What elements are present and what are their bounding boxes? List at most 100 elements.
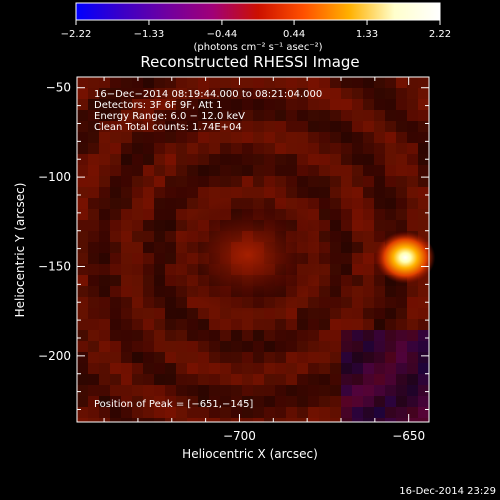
image-pixel — [374, 198, 385, 209]
image-pixel — [308, 88, 319, 99]
image-pixel — [275, 176, 286, 187]
image-pixel — [88, 418, 99, 422]
image-pixel — [253, 385, 264, 396]
image-pixel — [385, 220, 396, 231]
image-pixel — [341, 286, 352, 297]
image-pixel — [110, 341, 121, 352]
image-pixel — [363, 231, 374, 242]
image-pixel — [121, 110, 132, 121]
image-pixel — [143, 132, 154, 143]
image-pixel — [319, 176, 330, 187]
image-pixel — [363, 363, 374, 374]
image-pixel — [297, 363, 308, 374]
image-pixel — [110, 374, 121, 385]
image-pixel — [154, 165, 165, 176]
image-pixel — [352, 418, 363, 422]
image-pixel — [77, 374, 88, 385]
image-pixel — [198, 110, 209, 121]
image-pixel — [132, 165, 143, 176]
image-pixel — [154, 396, 165, 407]
image-pixel — [363, 209, 374, 220]
image-pixel — [319, 330, 330, 341]
image-pixel — [407, 297, 418, 308]
image-pixel — [132, 110, 143, 121]
image-pixel — [198, 99, 209, 110]
image-pixel — [143, 143, 154, 154]
image-pixel — [242, 187, 253, 198]
colorbar-tick-label: 2.22 — [429, 29, 451, 40]
image-pixel — [286, 374, 297, 385]
image-pixel — [407, 341, 418, 352]
image-pixel — [165, 407, 176, 418]
image-pixel — [374, 385, 385, 396]
image-pixel — [88, 363, 99, 374]
image-pixel — [121, 286, 132, 297]
image-pixel — [330, 121, 341, 132]
image-pixel — [198, 77, 209, 88]
image-pixel — [319, 220, 330, 231]
image-pixel — [363, 253, 374, 264]
image-pixel — [286, 319, 297, 330]
image-pixel — [374, 165, 385, 176]
image-pixel — [110, 132, 121, 143]
image-pixel — [407, 77, 418, 88]
image-pixel — [330, 385, 341, 396]
image-pixel — [176, 143, 187, 154]
image-pixel — [110, 418, 121, 422]
info-energy-range: Energy Range: 6.0 − 12.0 keV — [94, 111, 245, 122]
image-pixel — [121, 363, 132, 374]
colorbar-strip — [75, 2, 441, 21]
image-plot — [76, 76, 436, 423]
image-pixel — [407, 88, 418, 99]
colorbar-tick-label: 0.44 — [283, 29, 305, 40]
image-pixel — [374, 297, 385, 308]
colorbar-tick-label: 1.33 — [356, 29, 378, 40]
image-pixel — [121, 407, 132, 418]
image-pixel — [308, 99, 319, 110]
image-pixel — [132, 286, 143, 297]
image-pixel — [407, 286, 418, 297]
image-pixel — [132, 198, 143, 209]
image-pixel — [319, 264, 330, 275]
image-pixel — [308, 297, 319, 308]
image-pixel — [121, 385, 132, 396]
image-pixel — [330, 99, 341, 110]
image-pixel — [374, 121, 385, 132]
image-pixel — [319, 319, 330, 330]
image-pixel — [264, 99, 275, 110]
image-pixel — [231, 308, 242, 319]
image-pixel — [286, 352, 297, 363]
image-pixel — [418, 231, 429, 242]
image-pixel — [275, 88, 286, 99]
image-pixel — [396, 374, 407, 385]
image-pixel — [88, 154, 99, 165]
image-pixel — [143, 99, 154, 110]
image-pixel — [154, 132, 165, 143]
image-pixel — [132, 77, 143, 88]
image-pixel — [110, 187, 121, 198]
image-pixel — [330, 407, 341, 418]
flare-source — [375, 231, 436, 284]
image-pixel — [77, 297, 88, 308]
image-pixel — [154, 231, 165, 242]
image-pixel — [352, 330, 363, 341]
image-pixel — [264, 77, 275, 88]
image-pixel — [176, 77, 187, 88]
image-pixel — [330, 297, 341, 308]
image-pixel — [132, 308, 143, 319]
image-pixel — [143, 297, 154, 308]
image-pixel — [77, 77, 88, 88]
image-pixel — [396, 176, 407, 187]
image-pixel — [308, 385, 319, 396]
image-pixel — [165, 165, 176, 176]
image-pixel — [165, 77, 176, 88]
image-pixel — [264, 308, 275, 319]
image-pixel — [363, 121, 374, 132]
image-pixel — [319, 308, 330, 319]
image-pixel — [275, 396, 286, 407]
image-pixel — [253, 187, 264, 198]
image-pixel — [374, 363, 385, 374]
image-pixel — [110, 385, 121, 396]
image-pixel — [418, 110, 429, 121]
image-pixel — [352, 121, 363, 132]
